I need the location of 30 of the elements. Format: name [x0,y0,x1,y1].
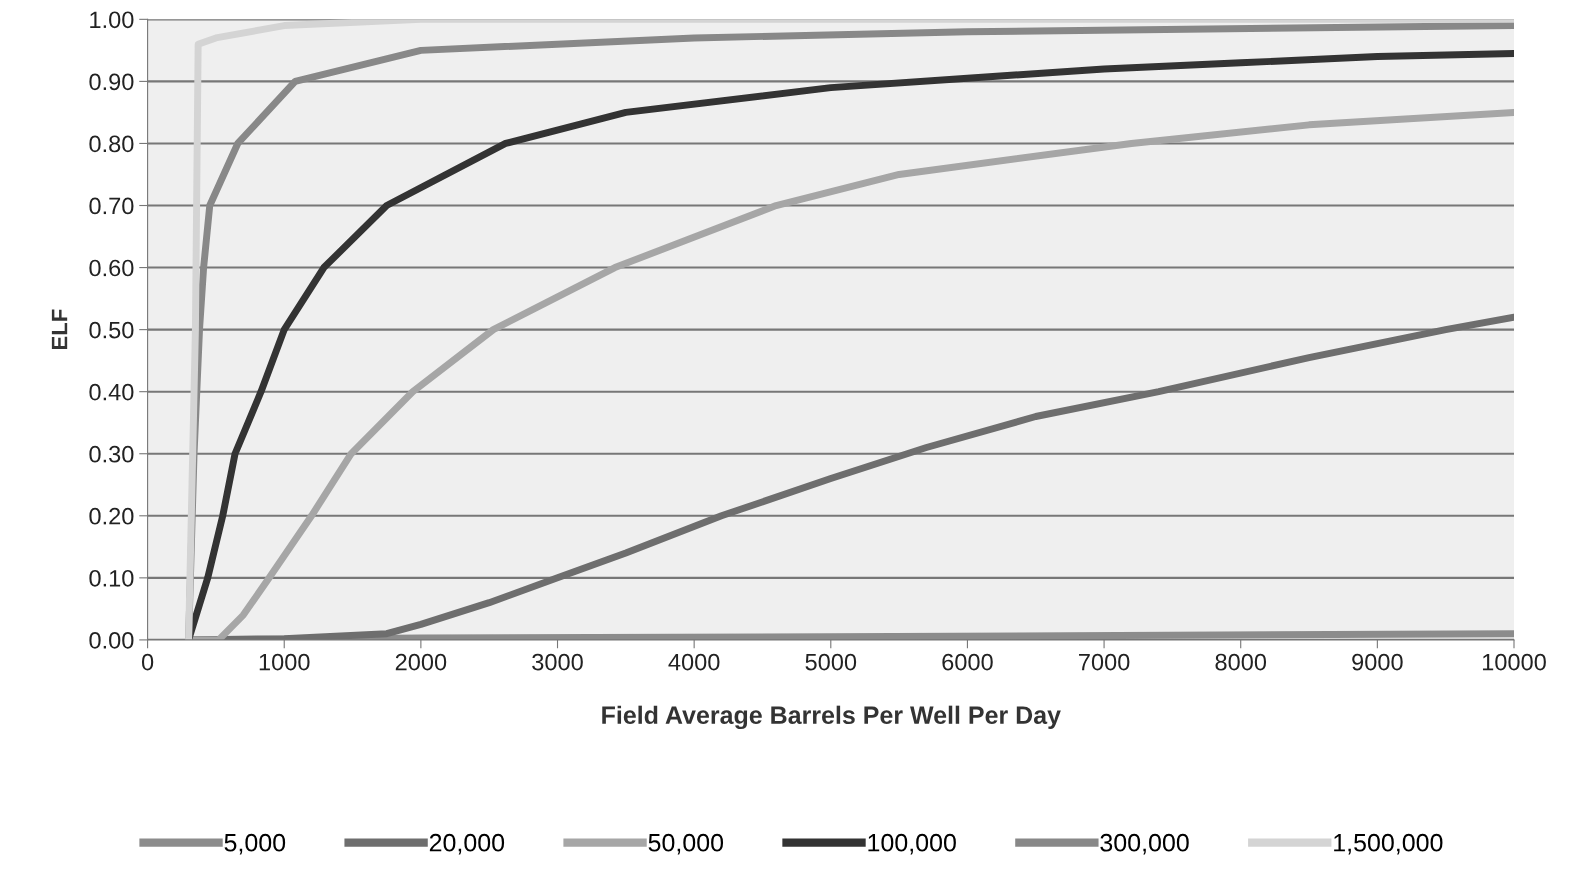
x-tick-label: 6000 [942,653,993,671]
y-tick-label: 0.40 [89,383,134,401]
legend-label: 20,000 [429,833,505,855]
x-tick-label: 2000 [395,653,447,671]
legend-label: 50,000 [648,833,724,855]
x-tick-label: 9000 [1352,653,1403,671]
x-tick-label: 7000 [1079,653,1130,671]
y-axis-title: ELF [51,309,68,350]
x-axis-title: Field Average Barrels Per Well Per Day [602,705,1061,730]
y-tick-label: 0.80 [89,135,134,153]
x-tick-label: 0 [141,653,154,671]
x-tick-label: 3000 [532,653,583,671]
x-tick-label: 8000 [1215,653,1267,671]
y-tick-label: 0.00 [89,631,134,649]
y-tick-label: 0.30 [89,445,134,463]
legend-label: 300,000 [1100,833,1189,855]
x-tick-label: 10000 [1482,653,1546,671]
y-tick-label: 0.70 [89,197,134,215]
legend-label: 1,500,000 [1334,833,1443,855]
y-tick-label: 0.90 [89,73,134,91]
y-tick-label: 0.60 [89,259,134,277]
x-tick-label: 5000 [805,653,857,671]
y-tick-label: 0.10 [89,569,134,587]
x-tick-label: 4000 [668,653,720,671]
x-tick-label: 1000 [259,653,310,671]
legend-label: 100,000 [868,833,956,855]
y-tick-label: 0.20 [89,507,134,525]
y-tick-label: 1.00 [90,11,134,29]
legend-label: 5,000 [224,833,286,855]
y-tick-label: 0.50 [89,321,134,339]
